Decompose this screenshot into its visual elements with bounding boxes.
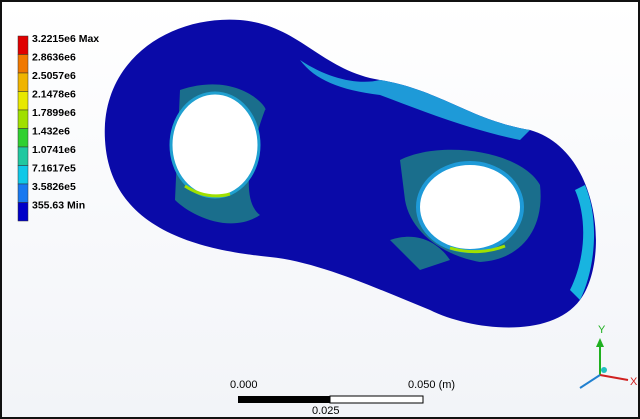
legend-label: 3.5826e5: [32, 181, 76, 193]
axis-label: Y: [598, 324, 606, 336]
legend-label: 7.1617e5: [32, 162, 76, 174]
legend-swatch: [18, 147, 28, 166]
legend-label: 1.7899e6: [32, 107, 76, 119]
legend-swatch: [18, 73, 28, 92]
origin: [601, 367, 607, 373]
scale-label: 0.000: [230, 379, 258, 391]
legend-label: 3.2215e6 Max: [32, 33, 99, 45]
legend-swatch: [18, 92, 28, 111]
legend-label: 355.63 Min: [32, 199, 85, 211]
legend-swatch: [18, 55, 28, 74]
legend-swatch: [18, 203, 28, 222]
legend-label: 1.432e6: [32, 125, 70, 137]
legend-swatch: [18, 110, 28, 129]
legend-label: 1.0741e6: [32, 144, 76, 156]
scale-label: 0.050 (m): [408, 379, 455, 391]
legend-swatch: [18, 184, 28, 203]
legend-label: 2.5057e6: [32, 70, 76, 82]
hole: [171, 93, 259, 197]
hole: [418, 163, 522, 251]
scale-segment: [330, 396, 423, 403]
legend-label: 2.8636e6: [32, 51, 76, 63]
legend-swatch: [18, 129, 28, 148]
scale-segment: [238, 396, 330, 403]
legend-label: 2.1478e6: [32, 88, 76, 100]
legend-swatch: [18, 166, 28, 185]
viewport: 3.2215e6 Max 2.8636e6 2.5057e6 2.1478e6 1.78…: [0, 0, 640, 419]
axis-label: X: [630, 376, 638, 388]
legend-swatch: [18, 36, 28, 55]
scale-label: 0.025: [312, 405, 340, 417]
